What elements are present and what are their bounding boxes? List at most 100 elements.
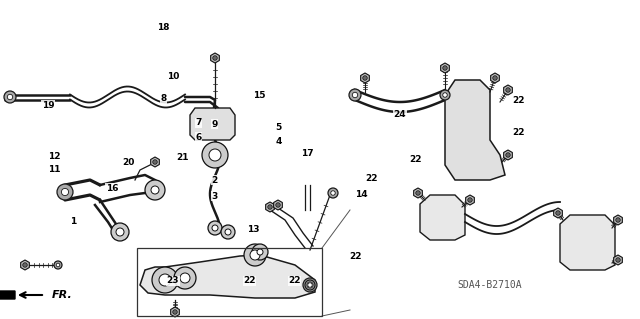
FancyArrow shape: [0, 290, 15, 300]
Polygon shape: [504, 85, 513, 95]
Polygon shape: [441, 63, 449, 73]
Text: 22: 22: [410, 155, 422, 164]
Circle shape: [180, 273, 190, 283]
Text: SDA4-B2710A: SDA4-B2710A: [458, 280, 522, 290]
Text: 3: 3: [211, 192, 218, 201]
Circle shape: [443, 93, 447, 97]
Polygon shape: [274, 200, 282, 210]
Circle shape: [116, 228, 124, 236]
Circle shape: [153, 160, 157, 164]
Circle shape: [57, 184, 73, 200]
Circle shape: [276, 203, 280, 207]
Polygon shape: [361, 73, 369, 83]
Circle shape: [468, 198, 472, 202]
Text: 22: 22: [243, 276, 256, 285]
Polygon shape: [150, 157, 159, 167]
Text: 11: 11: [48, 165, 61, 174]
Circle shape: [151, 186, 159, 194]
Text: 21: 21: [176, 153, 189, 162]
Text: 15: 15: [253, 91, 266, 100]
Circle shape: [556, 211, 560, 215]
Circle shape: [111, 223, 129, 241]
Circle shape: [308, 283, 312, 287]
Circle shape: [349, 89, 361, 101]
Text: 5: 5: [275, 123, 282, 132]
Circle shape: [221, 225, 235, 239]
Circle shape: [23, 263, 28, 267]
Text: 22: 22: [349, 252, 362, 261]
Text: 1: 1: [70, 217, 77, 226]
Text: 4: 4: [275, 137, 282, 146]
Circle shape: [305, 280, 315, 290]
Polygon shape: [466, 195, 474, 205]
Circle shape: [159, 274, 171, 286]
Text: 7: 7: [195, 118, 202, 127]
Circle shape: [212, 225, 218, 231]
Circle shape: [173, 310, 177, 314]
Circle shape: [352, 92, 358, 98]
Text: 23: 23: [166, 276, 179, 285]
Circle shape: [440, 90, 450, 100]
Text: 13: 13: [246, 225, 259, 234]
Text: 22: 22: [512, 96, 525, 105]
Circle shape: [54, 261, 62, 269]
Circle shape: [208, 221, 222, 235]
Circle shape: [303, 278, 317, 292]
Polygon shape: [504, 150, 513, 160]
Text: 12: 12: [48, 152, 61, 161]
Text: 22: 22: [365, 174, 378, 183]
Circle shape: [61, 189, 68, 196]
Text: 20: 20: [122, 158, 134, 167]
Polygon shape: [413, 188, 422, 198]
Circle shape: [328, 188, 338, 198]
Circle shape: [616, 218, 620, 222]
Text: FR.: FR.: [52, 290, 73, 300]
Circle shape: [363, 76, 367, 80]
Polygon shape: [614, 215, 622, 225]
Polygon shape: [420, 195, 465, 240]
Circle shape: [416, 191, 420, 195]
Polygon shape: [554, 208, 563, 218]
Bar: [137, 248, 322, 316]
Circle shape: [616, 258, 620, 262]
Circle shape: [202, 142, 228, 168]
Circle shape: [244, 244, 266, 266]
Circle shape: [225, 229, 231, 235]
Circle shape: [250, 250, 260, 260]
Circle shape: [257, 249, 263, 255]
Polygon shape: [491, 73, 499, 83]
Polygon shape: [140, 255, 315, 298]
Text: 9: 9: [211, 120, 218, 129]
Polygon shape: [445, 80, 505, 180]
Text: 19: 19: [42, 101, 54, 110]
Circle shape: [307, 282, 313, 288]
Text: 24: 24: [394, 110, 406, 119]
Circle shape: [252, 244, 268, 260]
Circle shape: [145, 180, 165, 200]
Circle shape: [331, 191, 335, 195]
Circle shape: [7, 94, 13, 100]
Circle shape: [212, 56, 217, 60]
Text: 18: 18: [157, 23, 170, 32]
Circle shape: [56, 263, 60, 267]
Polygon shape: [560, 215, 615, 270]
Text: 6: 6: [195, 133, 202, 142]
Polygon shape: [614, 255, 622, 265]
Circle shape: [268, 205, 272, 209]
Circle shape: [506, 88, 510, 92]
Circle shape: [493, 76, 497, 80]
Circle shape: [209, 149, 221, 161]
Circle shape: [174, 267, 196, 289]
Circle shape: [152, 267, 178, 293]
Text: 14: 14: [355, 190, 368, 199]
Text: 17: 17: [301, 149, 314, 158]
Circle shape: [4, 91, 16, 103]
Polygon shape: [211, 53, 220, 63]
Polygon shape: [171, 307, 179, 317]
Text: 2: 2: [211, 176, 218, 185]
Polygon shape: [190, 108, 235, 140]
Text: 8: 8: [160, 94, 166, 103]
Text: 22: 22: [512, 128, 525, 137]
Polygon shape: [266, 202, 275, 212]
Text: 16: 16: [106, 184, 118, 193]
